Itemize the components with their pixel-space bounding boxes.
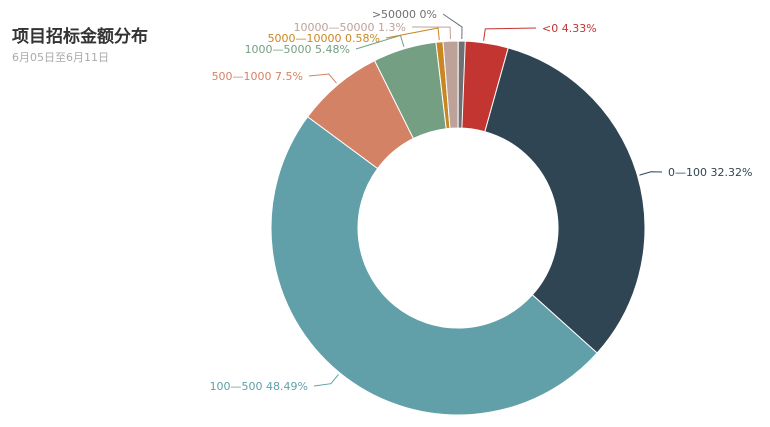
slice-label-100-500: 100—500 48.49% <box>210 380 308 393</box>
slice-label-0-100: 0—100 32.32% <box>668 166 752 179</box>
slice-100-500[interactable] <box>270 116 598 416</box>
labels-group: <0 4.33% 0—100 32.32% 100—500 48.49% 500—10… <box>210 8 753 393</box>
slice-0-100[interactable] <box>484 47 646 354</box>
leader-line-gt50000 <box>442 13 463 40</box>
leader-line-100-500 <box>313 374 339 387</box>
leader-line-lt0 <box>483 27 537 41</box>
leader-lines-group <box>308 13 663 387</box>
slice-label-lt0: <0 4.33% <box>542 22 597 35</box>
leader-line-500-1000 <box>308 73 337 84</box>
slice-gt50000[interactable] <box>457 40 466 129</box>
slice-label-10000-50000: 10000—50000 1.3% <box>294 21 406 34</box>
chart-title: 项目招标金额分布 <box>12 27 148 47</box>
slice-label-500-1000: 500—1000 7.5% <box>212 70 303 83</box>
slice-label-gt50000: >50000 0% <box>372 8 437 21</box>
leader-line-10000-50000 <box>411 26 452 40</box>
chart-subtitle: 6月05日至6月11日 <box>12 51 109 64</box>
leader-line-0-100 <box>639 171 663 176</box>
slice-label-5000-10000: 5000—10000 0.58% <box>268 32 380 45</box>
leader-line-5000-10000 <box>385 27 440 40</box>
slices-group <box>270 40 646 416</box>
slice-label-1000-5000: 1000—5000 5.48% <box>245 43 350 56</box>
